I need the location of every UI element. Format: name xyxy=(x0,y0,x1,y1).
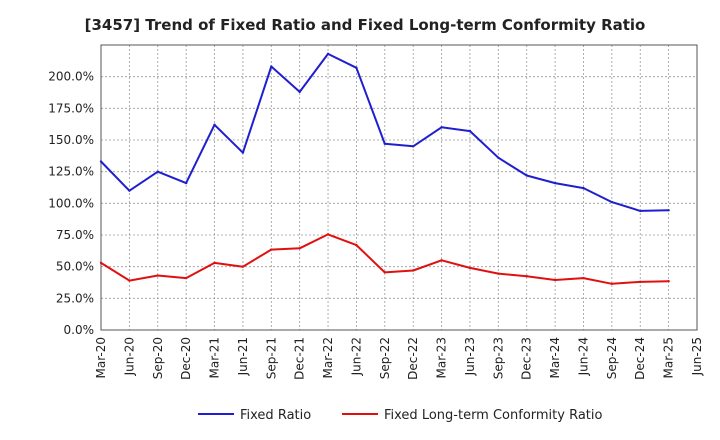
x-tick-label: Jun-23 xyxy=(463,337,477,376)
y-tick-label: 50.0% xyxy=(56,260,94,274)
data-point xyxy=(99,261,103,265)
data-point xyxy=(497,156,500,159)
data-point xyxy=(553,278,557,282)
x-tick-label: Jun-20 xyxy=(122,337,136,376)
data-point xyxy=(355,243,358,247)
legend-label: Fixed Long-term Conformity Ratio xyxy=(384,408,603,423)
x-tick-label: Sep-21 xyxy=(264,337,278,379)
x-tick-label: Sep-22 xyxy=(378,337,392,379)
data-point xyxy=(610,282,614,285)
y-tick-label: 125.0% xyxy=(48,165,94,179)
grid-lines xyxy=(100,45,698,331)
x-tick-label: Mar-24 xyxy=(548,337,562,378)
x-tick-label: Sep-20 xyxy=(151,337,165,379)
data-point xyxy=(582,186,585,190)
data-point xyxy=(525,174,528,177)
data-point xyxy=(411,145,415,148)
x-tick-label: Dec-20 xyxy=(179,337,193,380)
data-point xyxy=(270,248,273,251)
data-point xyxy=(213,123,216,127)
data-point xyxy=(440,259,443,262)
data-point xyxy=(326,233,330,236)
y-tick-label: 25.0% xyxy=(56,291,94,305)
data-point xyxy=(411,269,415,272)
x-tick-label: Jun-25 xyxy=(690,337,704,376)
data-point xyxy=(667,209,670,212)
data-point xyxy=(213,261,216,265)
data-point xyxy=(128,189,131,192)
data-point xyxy=(270,65,273,68)
plot-frame xyxy=(100,44,698,331)
x-tick-label: Jun-21 xyxy=(236,337,250,376)
y-tick-label: 175.0% xyxy=(48,101,94,115)
data-point xyxy=(383,142,387,145)
data-point xyxy=(298,90,301,94)
data-point xyxy=(241,151,245,154)
x-tick-label: Jun-22 xyxy=(349,337,363,376)
chart-title: [3457] Trend of Fixed Ratio and Fixed Lo… xyxy=(85,16,646,34)
data-point xyxy=(610,200,614,204)
data-point xyxy=(298,247,301,250)
y-tick-label: 150.0% xyxy=(48,133,94,147)
data-point xyxy=(525,274,528,278)
data-point xyxy=(184,276,188,280)
data-point xyxy=(440,126,443,129)
data-point xyxy=(582,276,585,280)
data-point xyxy=(156,274,159,277)
data-point xyxy=(326,52,330,56)
y-tick-label: 100.0% xyxy=(48,196,94,210)
data-point xyxy=(639,209,642,213)
series-lines xyxy=(99,52,670,285)
data-point xyxy=(184,181,188,185)
data-point xyxy=(383,271,387,274)
x-tick-label: Dec-21 xyxy=(293,337,307,380)
x-tick-label: Mar-22 xyxy=(321,337,335,378)
x-tick-label: Mar-20 xyxy=(94,337,108,378)
x-tick-label: Mar-21 xyxy=(208,337,222,378)
x-tick-label: Dec-24 xyxy=(633,337,647,380)
data-point xyxy=(241,265,245,268)
data-point xyxy=(468,129,472,133)
legend: Fixed Ratio Fixed Long-term Conformity Ra… xyxy=(198,408,603,423)
data-point xyxy=(128,279,131,282)
x-tick-label: Dec-22 xyxy=(406,337,420,380)
axes: 0.0% 25.0% 50.0% 75.0% 100.0% 125.0% 150.0% 175… xyxy=(48,44,704,380)
legend-label: Fixed Ratio xyxy=(240,408,311,423)
data-point xyxy=(497,272,500,275)
x-tick-label: Mar-25 xyxy=(662,337,676,378)
data-point xyxy=(468,266,472,270)
data-point xyxy=(667,280,670,283)
data-point xyxy=(99,160,103,163)
x-tick-label: Jun-24 xyxy=(576,337,590,376)
x-tick-label: Mar-23 xyxy=(435,337,449,378)
data-point xyxy=(355,66,358,70)
data-point xyxy=(639,280,642,284)
y-tick-label: 75.0% xyxy=(56,228,94,242)
data-point xyxy=(553,181,557,185)
x-tick-label: Sep-23 xyxy=(491,337,505,379)
data-point xyxy=(156,170,159,173)
x-tick-label: Sep-24 xyxy=(605,337,619,379)
y-tick-label: 200.0% xyxy=(48,70,94,84)
y-tick-label: 0.0% xyxy=(64,323,95,337)
x-tick-label: Dec-23 xyxy=(520,337,534,380)
